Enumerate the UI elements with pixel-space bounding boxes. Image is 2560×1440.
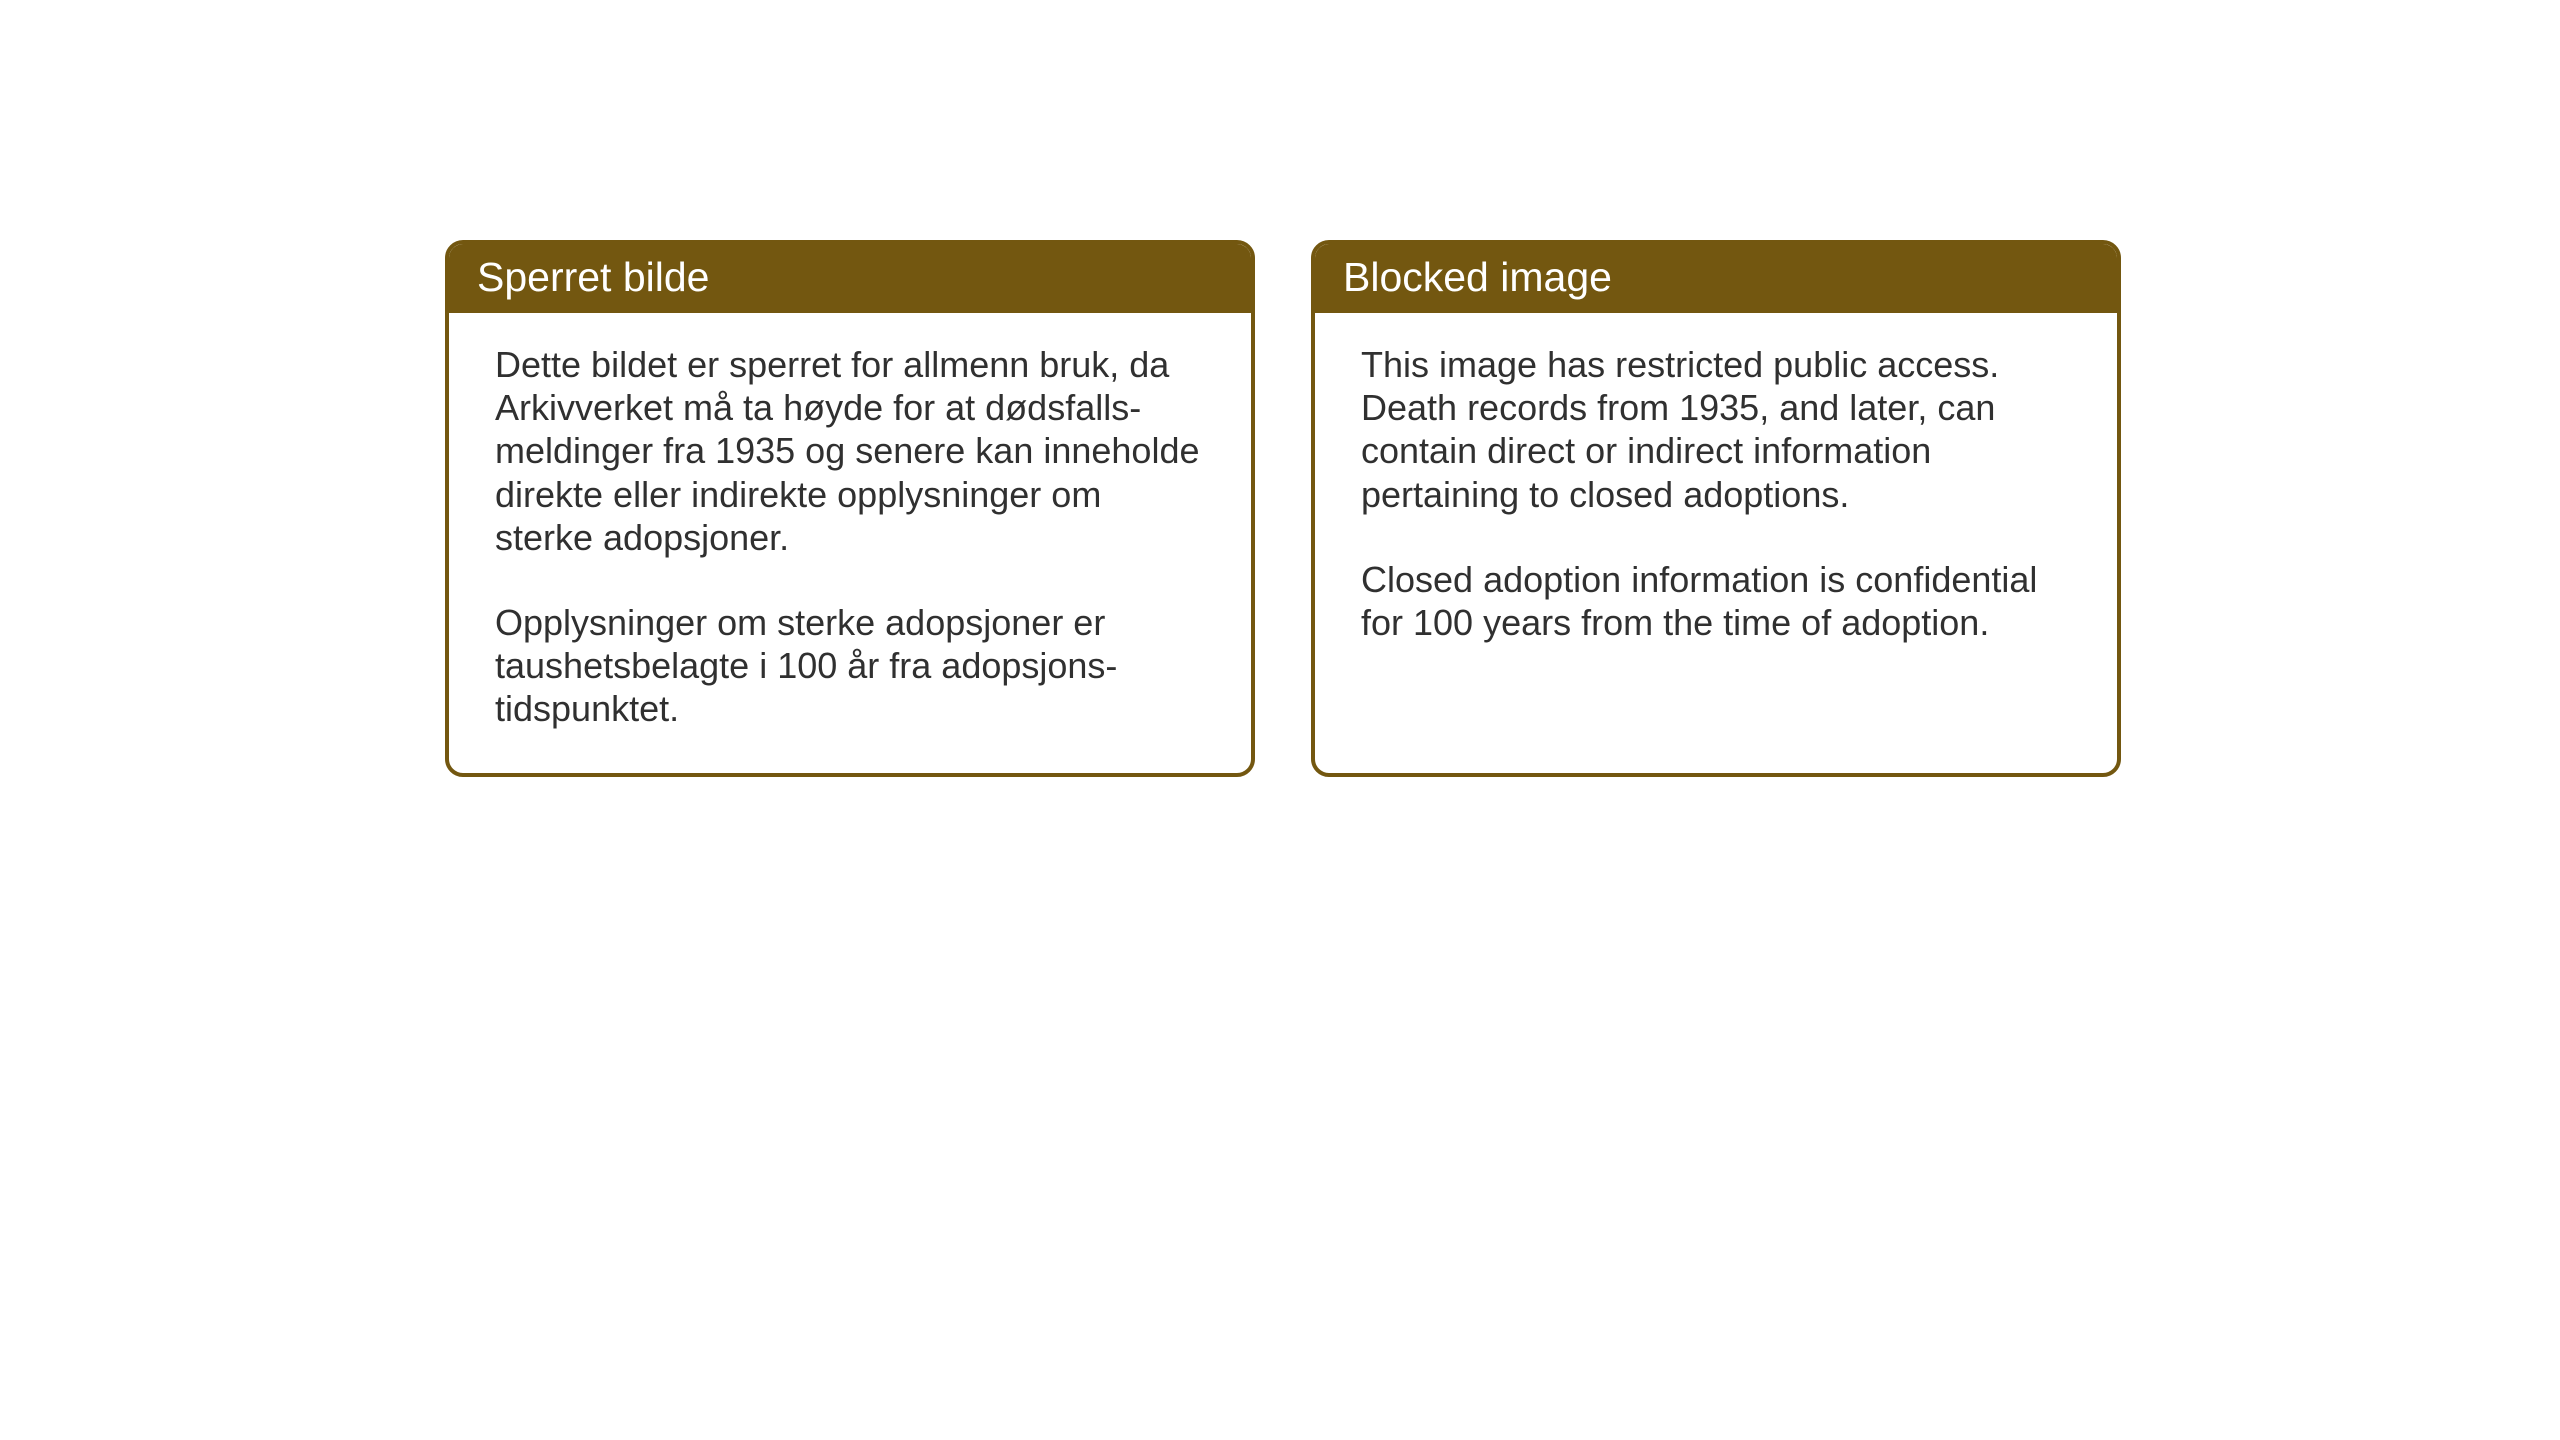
notice-paragraph: Dette bildet er sperret for allmenn bruk… — [495, 343, 1205, 559]
notice-header-english: Blocked image — [1315, 244, 2117, 313]
notice-header-norwegian: Sperret bilde — [449, 244, 1251, 313]
notice-paragraph: This image has restricted public access.… — [1361, 343, 2071, 516]
notice-paragraph: Closed adoption information is confident… — [1361, 558, 2071, 644]
notice-card-norwegian: Sperret bilde Dette bildet er sperret fo… — [445, 240, 1255, 777]
notice-container: Sperret bilde Dette bildet er sperret fo… — [445, 240, 2121, 777]
notice-body-norwegian: Dette bildet er sperret for allmenn bruk… — [449, 313, 1251, 773]
notice-paragraph: Opplysninger om sterke adopsjoner er tau… — [495, 601, 1205, 731]
notice-body-english: This image has restricted public access.… — [1315, 313, 2117, 686]
notice-card-english: Blocked image This image has restricted … — [1311, 240, 2121, 777]
